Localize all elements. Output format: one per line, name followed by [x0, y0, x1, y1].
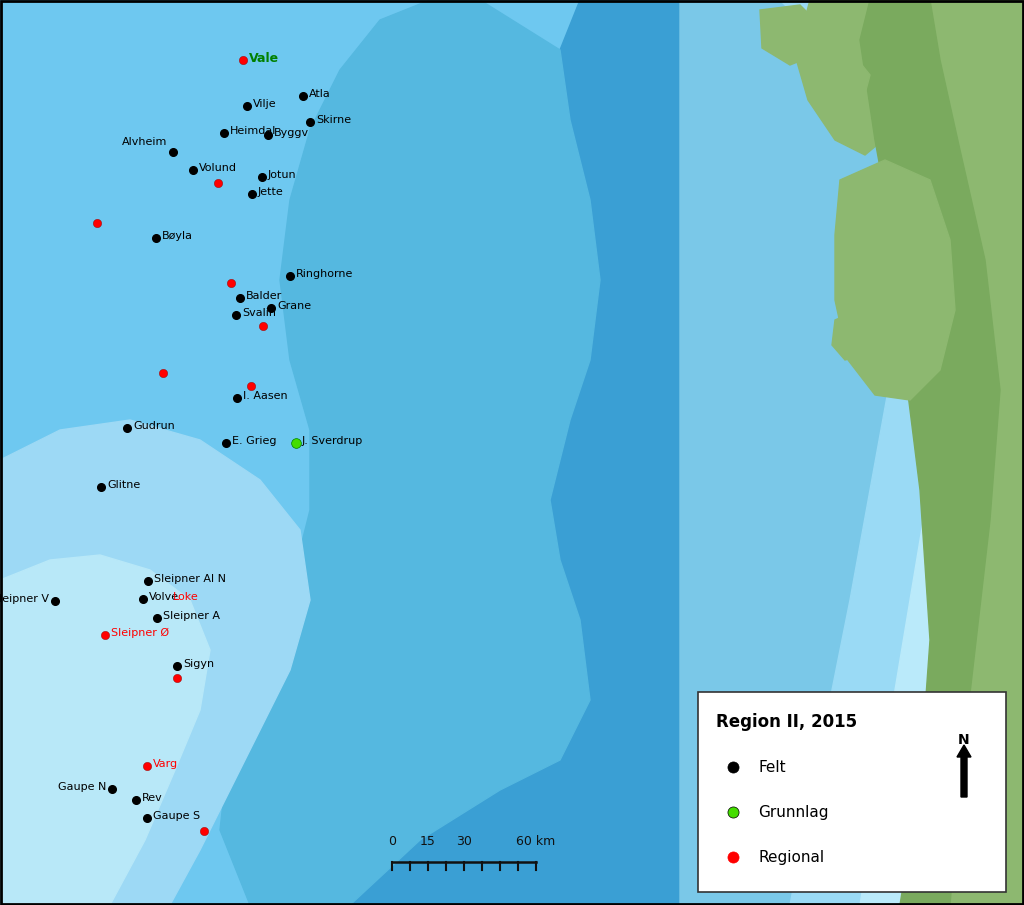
Text: 60 km: 60 km [516, 835, 556, 848]
Text: Vale: Vale [249, 52, 280, 64]
Text: Gudrun: Gudrun [133, 421, 175, 431]
Text: Sleipner Ø: Sleipner Ø [111, 628, 169, 638]
Text: Ringhorne: Ringhorne [296, 269, 353, 279]
Polygon shape [680, 0, 900, 905]
Polygon shape [831, 310, 872, 360]
Text: Loke: Loke [173, 592, 199, 602]
Text: Bøyla: Bøyla [162, 231, 193, 241]
Text: Jotun: Jotun [268, 170, 297, 180]
Text: Vilje: Vilje [253, 99, 276, 109]
Text: Balder: Balder [246, 291, 283, 301]
Polygon shape [780, 0, 950, 905]
Text: 30: 30 [456, 835, 472, 848]
Text: Svalin: Svalin [242, 308, 276, 318]
Bar [698, 692, 1006, 892]
Polygon shape [835, 160, 955, 400]
FancyArrow shape [957, 745, 971, 797]
Text: Volund: Volund [199, 163, 237, 173]
Polygon shape [220, 0, 600, 905]
Text: E. Grieg: E. Grieg [232, 436, 276, 446]
Polygon shape [930, 0, 1024, 905]
Text: Sleipner V: Sleipner V [0, 594, 49, 604]
Polygon shape [0, 555, 210, 905]
Polygon shape [350, 0, 680, 905]
Text: I. Aasen: I. Aasen [243, 391, 288, 401]
Text: Byggv: Byggv [274, 128, 309, 138]
Text: Atla: Atla [309, 89, 331, 99]
Text: Skirne: Skirne [316, 115, 351, 125]
Text: Grane: Grane [278, 301, 311, 311]
Text: Jette: Jette [258, 187, 284, 197]
Text: Grunnlag: Grunnlag [758, 805, 828, 820]
Text: Rev: Rev [142, 793, 163, 803]
Polygon shape [0, 420, 310, 905]
Polygon shape [820, 50, 870, 112]
Text: Sleipner Al N: Sleipner Al N [154, 574, 226, 584]
Text: J. Sverdrup: J. Sverdrup [302, 436, 364, 446]
Text: 0: 0 [388, 835, 396, 848]
Text: Sleipner A: Sleipner A [163, 611, 220, 621]
Text: Gaupe S: Gaupe S [153, 811, 200, 821]
Text: Varg: Varg [153, 759, 178, 769]
Polygon shape [890, 0, 1015, 905]
Text: Heimdal: Heimdal [230, 126, 276, 136]
Text: N: N [958, 733, 970, 747]
Text: Alvheim: Alvheim [122, 137, 167, 147]
Polygon shape [760, 5, 820, 65]
Text: 15: 15 [420, 835, 436, 848]
Polygon shape [795, 0, 910, 155]
Text: Glitne: Glitne [106, 480, 140, 490]
Polygon shape [860, 0, 1000, 905]
Text: Volve: Volve [150, 592, 179, 602]
Polygon shape [840, 0, 990, 905]
Text: Sigyn: Sigyn [183, 659, 214, 669]
Text: Gaupe N: Gaupe N [57, 782, 106, 792]
Text: Felt: Felt [758, 759, 785, 775]
Text: Region II, 2015: Region II, 2015 [716, 713, 857, 731]
Text: Regional: Regional [758, 850, 824, 864]
